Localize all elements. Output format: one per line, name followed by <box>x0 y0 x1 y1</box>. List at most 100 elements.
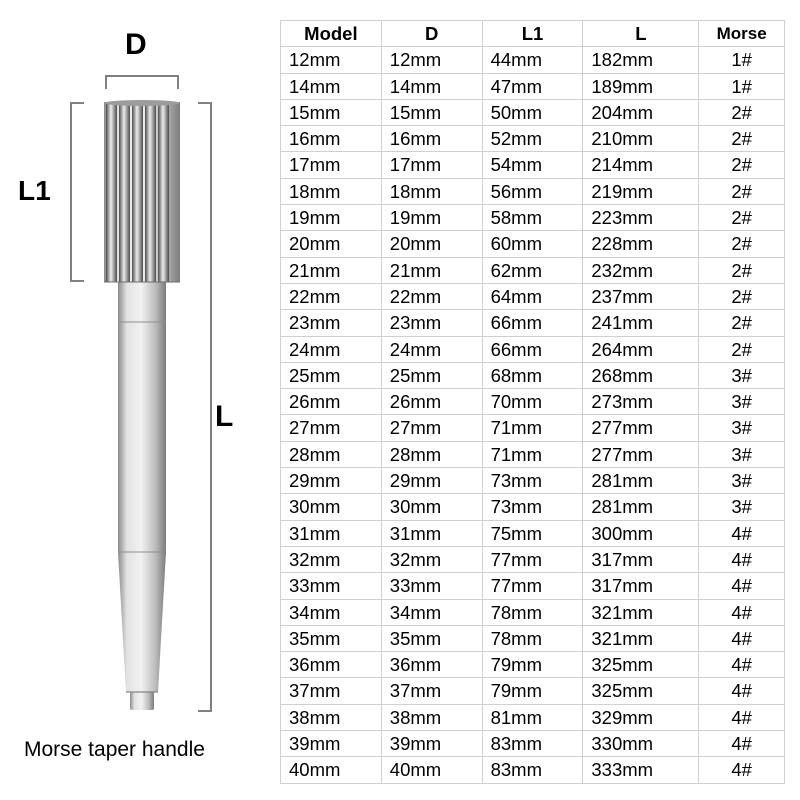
table-cell: 77mm <box>482 573 583 599</box>
table-cell: 2# <box>699 283 785 309</box>
table-cell: 14mm <box>281 73 382 99</box>
table-row: 27mm27mm71mm277mm3# <box>281 415 785 441</box>
table-cell: 16mm <box>281 126 382 152</box>
table-cell: 268mm <box>583 362 699 388</box>
table-row: 24mm24mm66mm264mm2# <box>281 336 785 362</box>
table-row: 23mm23mm66mm241mm2# <box>281 310 785 336</box>
table-cell: 32mm <box>381 546 482 572</box>
table-cell: 66mm <box>482 310 583 336</box>
table-cell: 21mm <box>281 257 382 283</box>
table-cell: 1# <box>699 47 785 73</box>
table-cell: 219mm <box>583 178 699 204</box>
table-cell: 28mm <box>281 441 382 467</box>
table-cell: 22mm <box>381 283 482 309</box>
table-cell: 36mm <box>381 652 482 678</box>
col-header-d: D <box>381 21 482 47</box>
table-body: 12mm12mm44mm182mm1#14mm14mm47mm189mm1#15… <box>281 47 785 783</box>
table-cell: 78mm <box>482 625 583 651</box>
table-cell: 329mm <box>583 704 699 730</box>
table-cell: 37mm <box>381 678 482 704</box>
table-cell: 14mm <box>381 73 482 99</box>
table-cell: 58mm <box>482 205 583 231</box>
table-cell: 34mm <box>281 599 382 625</box>
table-cell: 20mm <box>381 231 482 257</box>
table-cell: 15mm <box>281 99 382 125</box>
table-cell: 68mm <box>482 362 583 388</box>
table-cell: 40mm <box>381 757 482 783</box>
table-cell: 35mm <box>281 625 382 651</box>
col-header-morse: Morse <box>699 21 785 47</box>
table-cell: 2# <box>699 205 785 231</box>
table-row: 20mm20mm60mm228mm2# <box>281 231 785 257</box>
table-row: 28mm28mm71mm277mm3# <box>281 441 785 467</box>
table-cell: 2# <box>699 257 785 283</box>
table-cell: 210mm <box>583 126 699 152</box>
table-cell: 232mm <box>583 257 699 283</box>
spec-table: Model D L1 L Morse 12mm12mm44mm182mm1#14… <box>280 20 785 784</box>
table-cell: 78mm <box>482 599 583 625</box>
table-cell: 50mm <box>482 99 583 125</box>
table-cell: 70mm <box>482 389 583 415</box>
table-cell: 26mm <box>281 389 382 415</box>
table-cell: 333mm <box>583 757 699 783</box>
table-cell: 32mm <box>281 546 382 572</box>
table-cell: 30mm <box>381 494 482 520</box>
table-cell: 77mm <box>482 546 583 572</box>
table-cell: 28mm <box>381 441 482 467</box>
table-cell: 19mm <box>281 205 382 231</box>
table-row: 18mm18mm56mm219mm2# <box>281 178 785 204</box>
table-cell: 29mm <box>381 468 482 494</box>
table-header-row: Model D L1 L Morse <box>281 21 785 47</box>
overall-length-label: L <box>215 400 233 434</box>
table-row: 14mm14mm47mm189mm1# <box>281 73 785 99</box>
table-row: 25mm25mm68mm268mm3# <box>281 362 785 388</box>
table-cell: 3# <box>699 362 785 388</box>
table-cell: 64mm <box>482 283 583 309</box>
overall-length-bracket <box>198 102 212 712</box>
table-cell: 79mm <box>482 678 583 704</box>
table-cell: 277mm <box>583 415 699 441</box>
table-cell: 4# <box>699 704 785 730</box>
table-cell: 223mm <box>583 205 699 231</box>
table-row: 31mm31mm75mm300mm4# <box>281 520 785 546</box>
table-row: 21mm21mm62mm232mm2# <box>281 257 785 283</box>
table-cell: 3# <box>699 468 785 494</box>
table-cell: 17mm <box>281 152 382 178</box>
table-cell: 182mm <box>583 47 699 73</box>
table-cell: 2# <box>699 99 785 125</box>
table-cell: 39mm <box>381 731 482 757</box>
table-cell: 189mm <box>583 73 699 99</box>
table-cell: 81mm <box>482 704 583 730</box>
table-cell: 1# <box>699 73 785 99</box>
table-row: 40mm40mm83mm333mm4# <box>281 757 785 783</box>
table-cell: 54mm <box>482 152 583 178</box>
table-cell: 83mm <box>482 757 583 783</box>
table-row: 30mm30mm73mm281mm3# <box>281 494 785 520</box>
table-row: 36mm36mm79mm325mm4# <box>281 652 785 678</box>
table-row: 35mm35mm78mm321mm4# <box>281 625 785 651</box>
table-row: 12mm12mm44mm182mm1# <box>281 47 785 73</box>
table-cell: 4# <box>699 678 785 704</box>
table-cell: 22mm <box>281 283 382 309</box>
table-cell: 321mm <box>583 599 699 625</box>
table-cell: 27mm <box>381 415 482 441</box>
table-cell: 71mm <box>482 441 583 467</box>
table-cell: 23mm <box>281 310 382 336</box>
table-cell: 75mm <box>482 520 583 546</box>
table-row: 39mm39mm83mm330mm4# <box>281 731 785 757</box>
table-cell: 40mm <box>281 757 382 783</box>
flute-length-label: L1 <box>18 175 51 207</box>
table-cell: 29mm <box>281 468 382 494</box>
table-cell: 35mm <box>381 625 482 651</box>
table-cell: 73mm <box>482 468 583 494</box>
table-cell: 228mm <box>583 231 699 257</box>
table-cell: 2# <box>699 310 785 336</box>
table-cell: 273mm <box>583 389 699 415</box>
table-cell: 264mm <box>583 336 699 362</box>
table-cell: 4# <box>699 757 785 783</box>
table-cell: 2# <box>699 126 785 152</box>
table-cell: 204mm <box>583 99 699 125</box>
table-cell: 73mm <box>482 494 583 520</box>
table-cell: 24mm <box>381 336 482 362</box>
table-row: 19mm19mm58mm223mm2# <box>281 205 785 231</box>
